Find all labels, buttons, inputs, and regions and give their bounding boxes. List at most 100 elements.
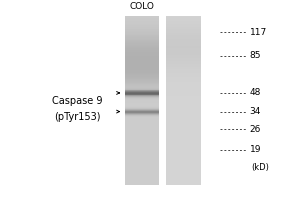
Bar	[125, 125, 159, 126]
Bar	[166, 39, 200, 40]
Bar	[166, 52, 200, 53]
Bar	[166, 70, 200, 71]
Bar	[166, 94, 200, 95]
Bar	[125, 182, 159, 183]
Bar	[166, 176, 200, 177]
Bar	[166, 59, 200, 60]
Bar	[125, 122, 159, 123]
Bar	[125, 128, 159, 129]
Bar	[125, 104, 159, 105]
Bar	[125, 145, 159, 146]
Bar	[166, 61, 200, 62]
Bar	[166, 29, 200, 30]
Bar	[166, 154, 200, 155]
Bar	[166, 146, 200, 147]
Bar	[166, 65, 200, 66]
Bar	[125, 51, 159, 52]
Bar	[125, 144, 159, 145]
Bar	[166, 122, 200, 123]
Bar	[166, 67, 200, 68]
Bar	[166, 130, 200, 131]
Bar	[125, 71, 159, 72]
Bar	[166, 172, 200, 173]
Bar	[166, 77, 200, 78]
Bar	[166, 159, 200, 160]
Bar	[166, 87, 200, 88]
Bar	[166, 181, 200, 182]
Bar	[125, 147, 159, 148]
Bar	[125, 55, 159, 56]
Bar	[125, 98, 159, 99]
Bar	[166, 34, 200, 35]
Text: 34: 34	[250, 107, 261, 116]
Bar	[166, 129, 200, 130]
Bar	[125, 29, 159, 30]
Bar	[166, 166, 200, 167]
Bar	[125, 109, 159, 110]
Bar	[166, 126, 200, 127]
Bar	[166, 58, 200, 59]
Bar	[166, 167, 200, 168]
Bar	[125, 53, 159, 54]
Bar	[166, 38, 200, 39]
Bar	[166, 106, 200, 107]
Bar	[125, 155, 159, 156]
Bar	[166, 143, 200, 144]
Bar	[166, 96, 200, 97]
Bar	[125, 54, 159, 55]
Bar	[125, 112, 159, 113]
Bar	[125, 176, 159, 177]
Bar	[166, 72, 200, 73]
Bar	[166, 73, 200, 74]
Bar	[166, 178, 200, 179]
Bar	[125, 107, 159, 108]
Bar	[125, 108, 159, 109]
Bar	[125, 35, 159, 36]
Bar	[125, 64, 159, 65]
Bar	[166, 112, 200, 113]
Bar	[125, 66, 159, 67]
Bar	[125, 81, 159, 82]
Bar	[166, 60, 200, 61]
Bar	[125, 24, 159, 25]
Bar	[125, 45, 159, 46]
Bar	[125, 30, 159, 31]
Bar	[125, 73, 159, 74]
Bar	[125, 76, 159, 77]
Bar	[166, 155, 200, 156]
Text: 26: 26	[250, 125, 261, 134]
Bar	[125, 56, 159, 57]
Bar	[125, 157, 159, 158]
Bar	[125, 47, 159, 48]
Bar	[166, 88, 200, 89]
Bar	[125, 18, 159, 19]
Bar	[166, 92, 200, 93]
Bar	[166, 16, 200, 17]
Bar	[125, 21, 159, 22]
Bar	[166, 89, 200, 90]
Bar	[166, 93, 200, 94]
Bar	[125, 165, 159, 166]
Bar	[166, 152, 200, 153]
Bar	[125, 37, 159, 38]
Bar	[125, 90, 159, 91]
Bar	[166, 84, 200, 85]
Bar	[125, 27, 159, 28]
Bar	[166, 151, 200, 152]
Bar	[166, 78, 200, 79]
Bar	[166, 51, 200, 52]
Bar	[166, 41, 200, 42]
Bar	[125, 36, 159, 37]
Bar	[125, 70, 159, 71]
Bar	[166, 170, 200, 171]
Bar	[125, 87, 159, 88]
Bar	[166, 98, 200, 99]
Bar	[166, 137, 200, 138]
Bar	[166, 82, 200, 83]
Bar	[125, 41, 159, 42]
Bar	[166, 35, 200, 36]
Bar	[125, 28, 159, 29]
Bar	[125, 150, 159, 151]
Bar	[166, 148, 200, 149]
Bar	[125, 19, 159, 20]
